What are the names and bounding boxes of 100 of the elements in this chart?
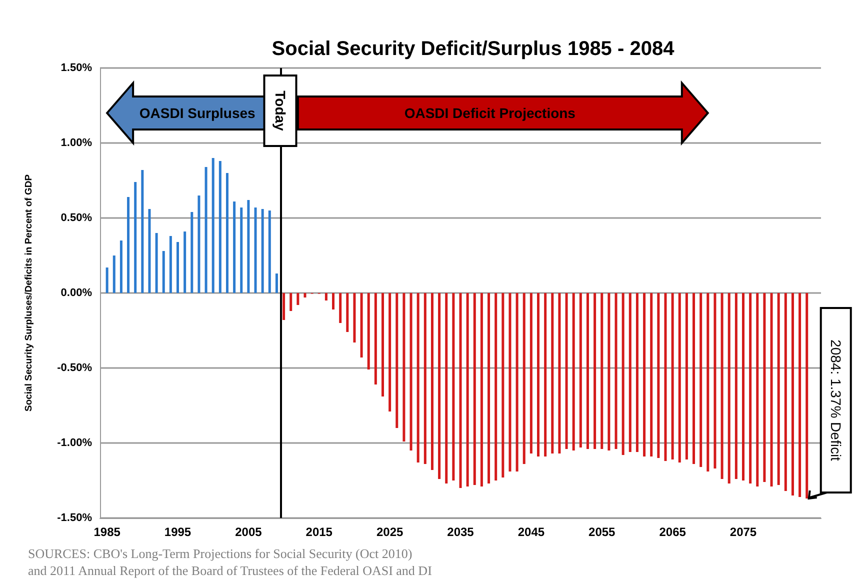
bar [134,182,137,293]
bar [784,293,787,491]
bar [473,293,476,485]
y-tick-label: 0.00% [60,287,92,299]
bar [254,208,257,293]
annotation: OASDI Surpluses [139,105,256,121]
bar [700,293,702,467]
bar [127,197,130,293]
chart-title: Social Security Deficit/Surplus 1985 - 2084 [272,38,676,60]
bar [353,293,356,342]
bar [346,293,349,332]
bar [650,293,653,456]
bar [734,293,738,479]
bar [558,293,561,454]
bar [516,293,518,472]
bar [494,293,498,480]
bar [466,293,469,486]
bar [430,293,434,470]
bar [112,256,116,293]
bar [594,293,596,449]
bar [530,293,532,454]
bar [296,293,300,305]
bar [268,210,271,293]
bar [304,293,306,298]
bar [685,293,688,460]
bar [332,293,335,310]
x-tick-label: 2025 [376,525,404,539]
bar [438,293,441,479]
bar [628,293,632,452]
bar [806,293,808,498]
bar [388,293,392,412]
bar [148,209,151,293]
x-tick-label: 2055 [588,525,616,539]
bar [749,293,752,484]
bar [586,293,589,449]
source-note: SOURCES: CBO's Long-Term Projections for Social Security (Oct 2010) and 2011 Annual Report of the Board of Trustees of the Federal OASI and DI [28,546,432,578]
bar [169,236,172,293]
bar [360,293,363,358]
x-tick-label: 2075 [730,525,757,539]
bar [381,293,384,396]
bar [416,293,420,462]
bar [791,293,794,496]
bar [522,293,526,464]
x-tick-label: 1985 [94,525,121,539]
bar [614,293,618,449]
bar [198,196,200,293]
bar [671,293,674,460]
y-tick-label: 0.50% [60,212,92,224]
bar [537,293,540,456]
bar [565,293,568,449]
bar [176,242,180,293]
bar [508,293,512,472]
bar [162,251,165,293]
bar [692,293,696,464]
x-tick-label: 2015 [306,525,333,539]
bar [742,293,744,480]
bar [657,293,660,458]
y-tick-label: -1.00% [57,437,92,449]
bar [544,293,547,456]
bar [240,208,243,293]
bar [204,167,208,293]
bar [374,293,377,384]
bar [608,293,610,450]
x-tick-label: 2065 [659,525,686,539]
bar [600,293,604,449]
x-tick-label: 2005 [235,525,262,539]
bar [212,158,214,293]
bar [664,293,667,461]
bar [706,293,710,472]
bar [452,293,455,480]
bar [678,293,681,462]
bar [459,293,462,488]
bar [282,293,286,320]
ref-line-label: Today [272,90,288,132]
bar [275,274,278,293]
bar [290,293,292,311]
bar [218,161,222,293]
bar [636,293,638,452]
bar [190,212,194,293]
bar [728,293,730,484]
bar [424,293,426,464]
bar [445,293,448,484]
bar [798,293,802,497]
bar [261,209,264,293]
x-tick-label: 2035 [447,525,474,539]
bar [480,293,483,486]
bar [141,170,144,293]
bar [226,173,228,293]
bar [572,293,575,450]
bar [502,293,504,478]
bar [402,293,406,442]
bar [579,293,582,448]
text: 2084: 1.37% Deficit [828,340,844,462]
y-tick-label: -1.50% [57,512,92,524]
bar [410,293,412,450]
bar [720,293,724,479]
bar [339,293,342,323]
bar [643,293,646,456]
bar [247,200,250,293]
y-tick-label: 1.50% [60,62,92,74]
